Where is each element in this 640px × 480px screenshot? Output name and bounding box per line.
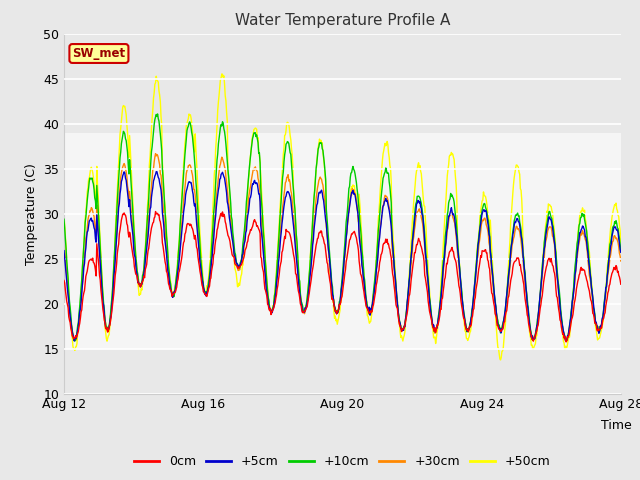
+5cm [617,250,625,255]
+50cm [349,182,357,188]
+30cm [124,187,132,193]
0cm [486,276,494,282]
+10cm [154,111,161,117]
Y-axis label: Temperature (C): Temperature (C) [24,163,38,264]
+5cm [136,281,143,287]
0cm [152,209,159,215]
+50cm [218,71,226,77]
+5cm [174,267,182,273]
0cm [617,281,625,287]
+10cm [350,167,358,172]
+50cm [173,270,180,276]
0cm [135,282,143,288]
0cm [173,278,181,284]
+5cm [152,169,160,175]
Line: 0cm: 0cm [64,212,621,342]
+30cm [617,258,625,264]
Line: +30cm: +30cm [64,154,621,341]
+30cm [397,323,404,328]
+50cm [124,130,131,136]
+50cm [486,217,494,223]
+30cm [152,151,159,156]
+10cm [124,162,132,168]
+10cm [487,252,495,258]
Line: +5cm: +5cm [64,172,621,341]
+10cm [136,282,143,288]
0cm [124,223,131,228]
Text: SW_met: SW_met [72,47,125,60]
0cm [60,277,68,283]
X-axis label: Time: Time [601,419,632,432]
+10cm [174,255,182,261]
+30cm [71,338,79,344]
+5cm [350,191,358,197]
Bar [64,132,621,348]
+5cm [487,254,495,260]
Title: Water Temperature Profile A: Water Temperature Profile A [235,13,450,28]
0cm [349,230,357,236]
Line: +10cm: +10cm [64,114,621,341]
+5cm [124,196,132,202]
+5cm [397,325,404,331]
+5cm [60,248,68,253]
Legend: 0cm, +5cm, +10cm, +30cm, +50cm: 0cm, +5cm, +10cm, +30cm, +50cm [129,450,556,473]
+50cm [396,329,404,335]
+30cm [174,262,182,268]
+10cm [397,324,404,330]
+10cm [617,249,625,254]
+30cm [487,261,495,267]
0cm [396,324,404,329]
+30cm [136,284,143,289]
+30cm [350,187,358,192]
0cm [563,339,570,345]
+5cm [70,338,78,344]
+50cm [617,240,625,245]
Line: +50cm: +50cm [64,74,621,360]
+30cm [60,239,68,245]
+50cm [60,212,68,217]
+50cm [135,292,143,298]
+10cm [71,338,79,344]
+10cm [60,216,68,222]
+50cm [497,357,504,363]
